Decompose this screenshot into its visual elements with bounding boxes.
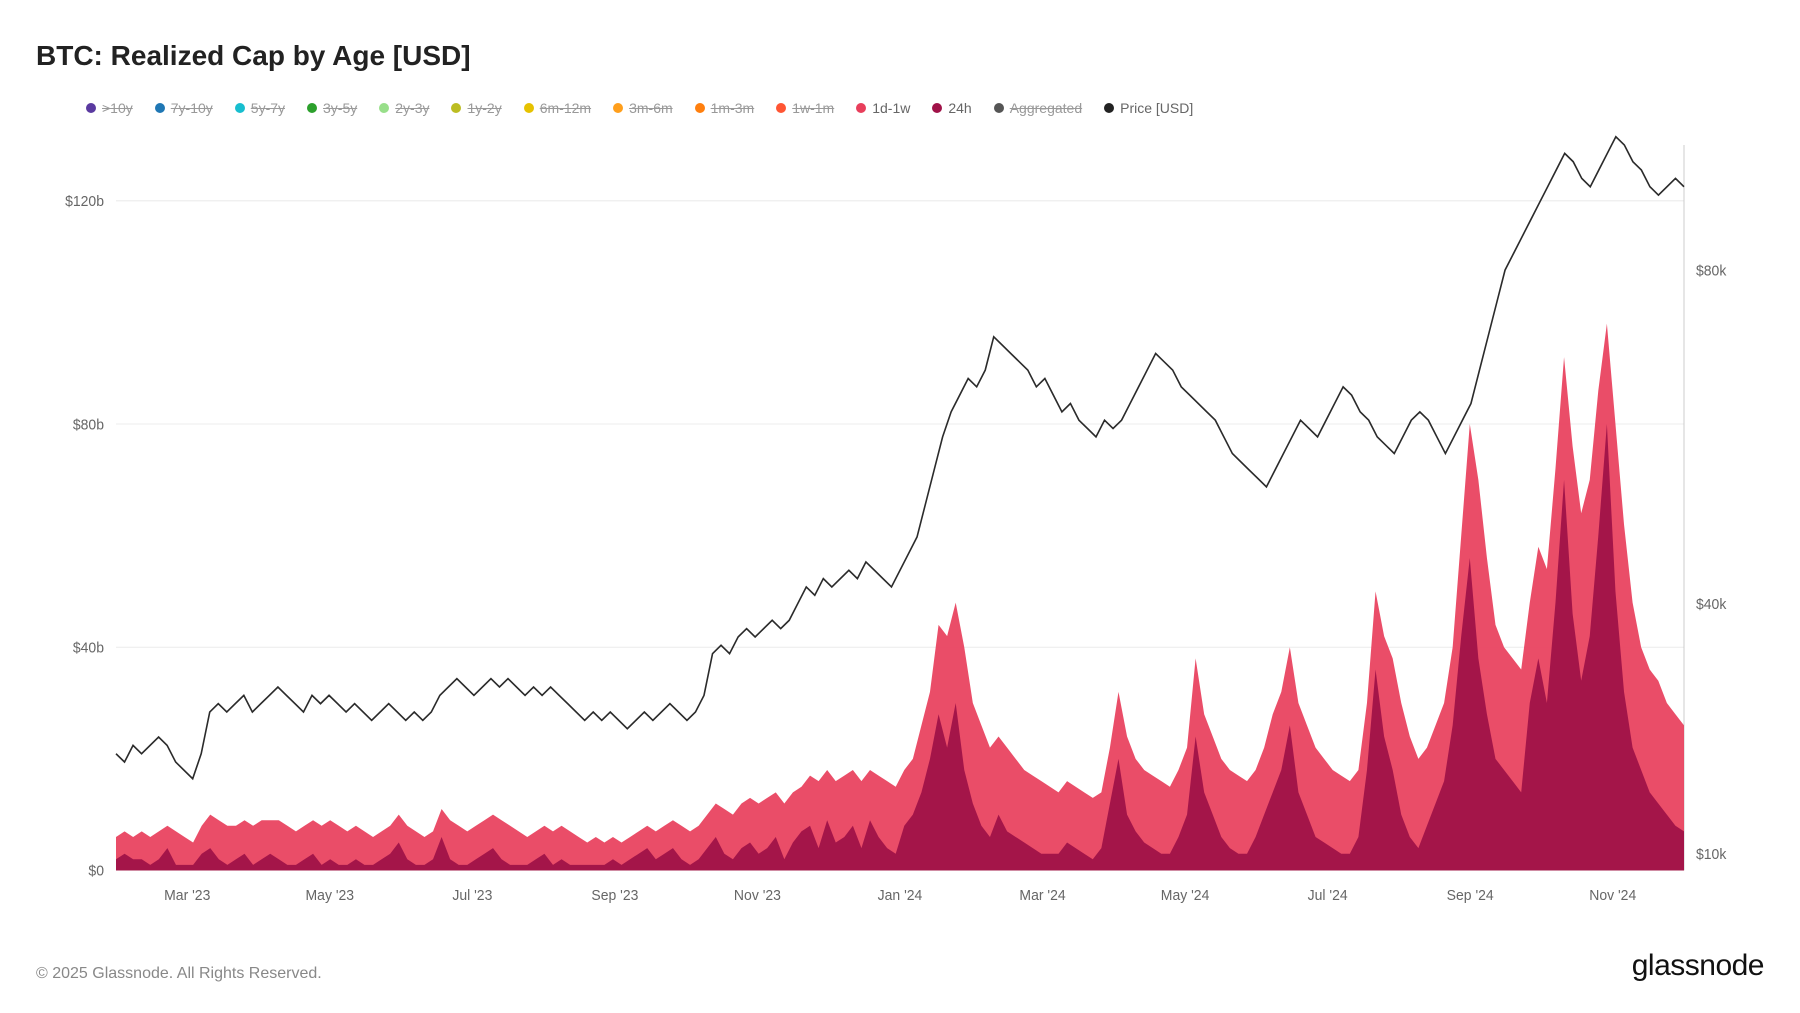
svg-text:Jul '23: Jul '23 [452, 888, 492, 904]
svg-text:Nov '24: Nov '24 [1589, 888, 1636, 904]
chart-svg: $0 $40b $80b $120b $10k $40k $80k Mar '23 May '2… [36, 124, 1764, 923]
svg-text:$40b: $40b [73, 640, 104, 656]
svg-text:Sep '24: Sep '24 [1447, 888, 1494, 904]
legend-item[interactable]: 7y-10y [155, 100, 213, 116]
svg-text:May '24: May '24 [1161, 888, 1210, 904]
legend-item[interactable]: 2y-3y [379, 100, 429, 116]
legend-item[interactable]: 5y-7y [235, 100, 285, 116]
legend-item[interactable]: >10y [86, 100, 133, 116]
legend-dot [451, 103, 461, 113]
legend-dot [307, 103, 317, 113]
legend-label: 6m-12m [540, 100, 591, 116]
legend-item[interactable]: 1m-3m [695, 100, 755, 116]
legend-dot [86, 103, 96, 113]
legend-label: 1y-2y [467, 100, 501, 116]
svg-text:$10k: $10k [1696, 847, 1727, 863]
legend-dot [856, 103, 866, 113]
legend-label: 1d-1w [872, 100, 910, 116]
legend-label: 1w-1m [792, 100, 834, 116]
svg-text:Jan '24: Jan '24 [878, 888, 923, 904]
legend-dot [524, 103, 534, 113]
svg-text:$80b: $80b [73, 417, 104, 433]
legend-item[interactable]: 3m-6m [613, 100, 673, 116]
svg-text:Sep '23: Sep '23 [591, 888, 638, 904]
legend-item[interactable]: Price [USD] [1104, 100, 1193, 116]
legend-item[interactable]: 24h [932, 100, 971, 116]
legend-dot [932, 103, 942, 113]
legend-label: 3m-6m [629, 100, 673, 116]
legend-item[interactable]: Aggregated [994, 100, 1082, 116]
legend-dot [1104, 103, 1114, 113]
copyright-text: © 2025 Glassnode. All Rights Reserved. [36, 965, 322, 983]
svg-text:Mar '23: Mar '23 [164, 888, 210, 904]
svg-text:Mar '24: Mar '24 [1019, 888, 1065, 904]
legend-dot [613, 103, 623, 113]
legend-label: 3y-5y [323, 100, 357, 116]
legend-dot [695, 103, 705, 113]
legend-label: Price [USD] [1120, 100, 1193, 116]
svg-text:Jul '24: Jul '24 [1308, 888, 1348, 904]
legend-label: 7y-10y [171, 100, 213, 116]
chart-title: BTC: Realized Cap by Age [USD] [36, 40, 1764, 72]
legend: >10y 7y-10y 5y-7y 3y-5y 2y-3y 1y-2y 6m-12m 3m-6… [36, 100, 1764, 116]
legend-item[interactable]: 6m-12m [524, 100, 591, 116]
svg-text:$0: $0 [88, 863, 104, 879]
legend-dot [776, 103, 786, 113]
chart-area: $0 $40b $80b $120b $10k $40k $80k Mar '23 May '2… [36, 124, 1764, 923]
legend-dot [379, 103, 389, 113]
svg-text:$120b: $120b [65, 194, 104, 210]
legend-dot [235, 103, 245, 113]
legend-label: 5y-7y [251, 100, 285, 116]
svg-text:$40k: $40k [1696, 597, 1727, 613]
legend-dot [994, 103, 1004, 113]
legend-item[interactable]: 1w-1m [776, 100, 834, 116]
legend-label: >10y [102, 100, 133, 116]
legend-dot [155, 103, 165, 113]
svg-text:$80k: $80k [1696, 263, 1727, 279]
chart-container: BTC: Realized Cap by Age [USD] >10y 7y-10… [0, 0, 1800, 1013]
legend-label: 24h [948, 100, 971, 116]
svg-text:Nov '23: Nov '23 [734, 888, 781, 904]
svg-text:May '23: May '23 [306, 888, 355, 904]
legend-item[interactable]: 3y-5y [307, 100, 357, 116]
legend-item[interactable]: 1y-2y [451, 100, 501, 116]
brand-logo: glassnode [1632, 949, 1764, 983]
legend-item[interactable]: 1d-1w [856, 100, 910, 116]
footer: © 2025 Glassnode. All Rights Reserved. g… [36, 943, 1764, 983]
legend-label: 2y-3y [395, 100, 429, 116]
legend-label: Aggregated [1010, 100, 1082, 116]
legend-label: 1m-3m [711, 100, 755, 116]
